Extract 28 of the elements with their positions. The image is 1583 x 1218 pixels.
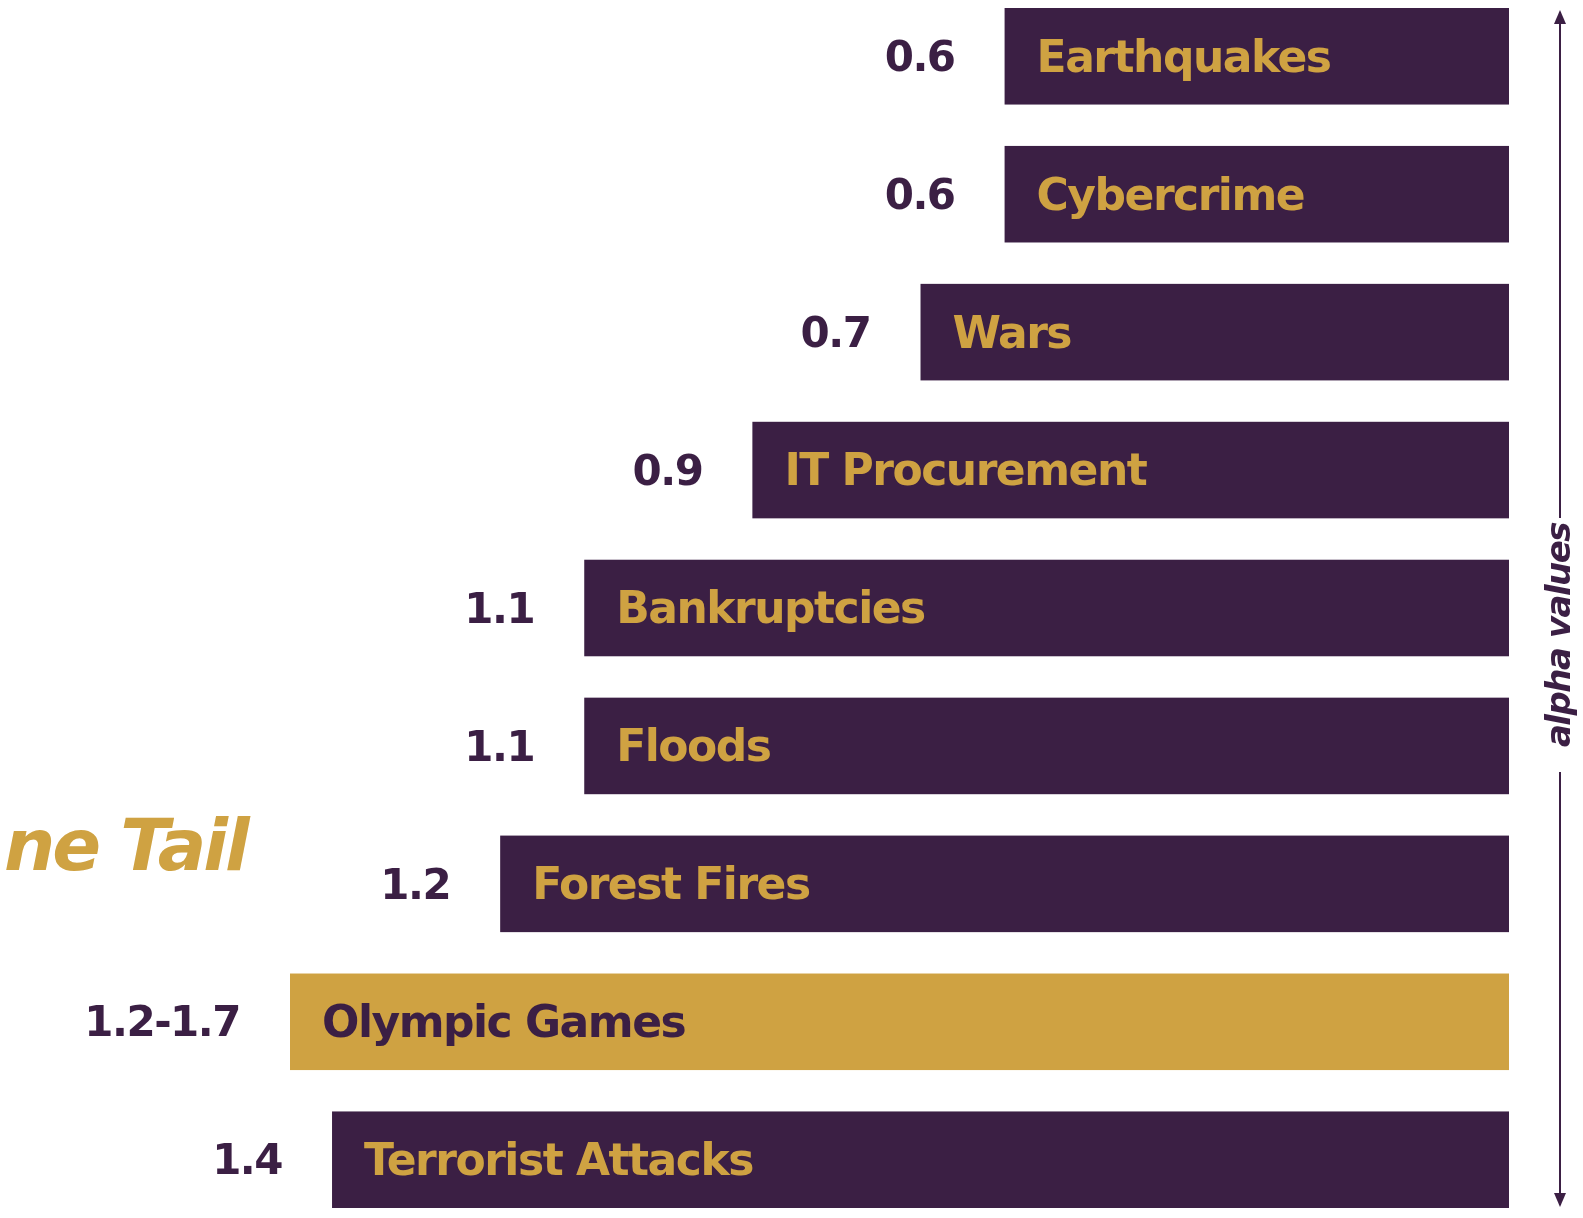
data-label: 1.2 — [380, 859, 451, 909]
y-tick-label: Earthquakes — [1036, 30, 1331, 82]
y-tick-label: Cybercrime — [1036, 168, 1305, 220]
bar — [1004, 145, 1509, 243]
data-label: 0.9 — [632, 445, 703, 495]
y-tick-label: IT Procurement — [784, 444, 1148, 496]
bar — [290, 973, 1509, 1071]
data-label: 1.1 — [464, 721, 535, 771]
y-tick-label: Wars — [952, 306, 1072, 358]
text: ne Tail — [4, 803, 251, 887]
data-label: 0.6 — [884, 31, 955, 81]
data-label: 1.2-1.7 — [84, 997, 240, 1047]
bar — [584, 559, 1509, 657]
bar — [584, 697, 1509, 795]
y-axis-title: alpha values — [1538, 521, 1578, 748]
y-tick-label: Floods — [616, 720, 771, 772]
y-tick-label: Forest Fires — [532, 858, 810, 910]
y-tick-label: Bankruptcies — [616, 582, 926, 634]
y-tick-label: Terrorist Attacks — [364, 1134, 754, 1186]
data-label: 1.4 — [212, 1135, 283, 1185]
data-label: 0.7 — [800, 307, 871, 357]
bar — [500, 835, 1509, 933]
y-tick-label: Olympic Games — [322, 996, 686, 1048]
bar — [332, 1111, 1509, 1208]
bar — [752, 421, 1509, 519]
bar — [920, 283, 1509, 381]
data-label: 0.6 — [884, 169, 955, 219]
data-label: 1.1 — [464, 583, 535, 633]
